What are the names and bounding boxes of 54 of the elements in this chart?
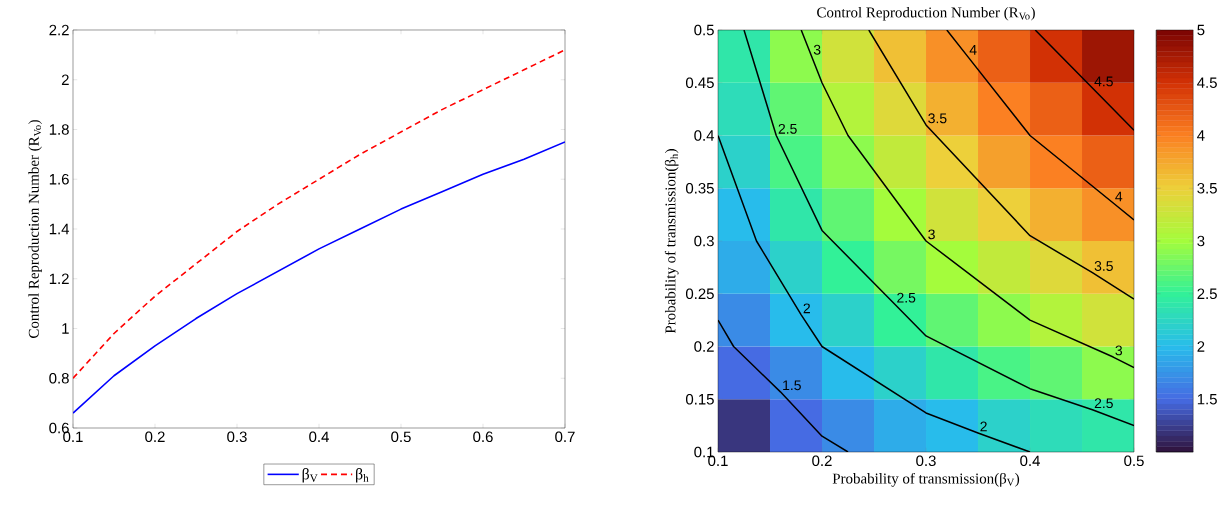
y-tick-label: 1.2: [49, 273, 69, 284]
annotation: 3.5: [928, 113, 947, 124]
y-tick-label: 0.45: [685, 77, 714, 89]
annotation: 2.5: [778, 123, 797, 134]
annotation: 3: [928, 229, 935, 240]
x-tick-label: 0.4: [309, 431, 329, 443]
annotation: 4.5: [1094, 76, 1113, 87]
color-bar-label: 2: [1197, 341, 1205, 352]
x-tick-label: 0.3: [916, 455, 936, 467]
annotation: 3.5: [1094, 261, 1113, 271]
x-tick-label: 0.4: [1020, 455, 1040, 467]
annotation: 2: [803, 303, 810, 314]
color-bar-label: 4: [1197, 130, 1205, 141]
y-axis-title: Control Reproduction Number (R$_{Vo}$): [28, 120, 42, 338]
y-tick-label: 0.35: [685, 182, 714, 194]
x-tick-label: 0.2: [812, 455, 832, 467]
color-bar-label: 3.5: [1197, 182, 1217, 194]
x-tick-label: 0.5: [1124, 455, 1144, 467]
color-bar-label: 1.5: [1197, 394, 1217, 405]
y-axis-title: Probability of transmission(β$_{h}$): [664, 149, 679, 334]
y-tick-label: 0.2: [694, 341, 714, 352]
y-tick-label: 2: [61, 74, 69, 85]
annotation: 2.5: [897, 292, 916, 303]
x-tick-label: 0.3: [227, 431, 247, 443]
y-tick-label: 0.15: [685, 393, 714, 405]
y-tick-label: 1.4: [49, 223, 70, 235]
y-tick-label: 0.5: [694, 24, 714, 36]
y-tick-label: 1.6: [49, 173, 69, 185]
annotation: 4: [969, 45, 977, 55]
x-tick-label: 0.5: [391, 431, 411, 443]
annotation: 2.5: [1094, 398, 1113, 409]
chart-title: Control Reproduction Number (R$_{Vo}$): [817, 6, 1035, 21]
x-tick-label: 0.7: [555, 431, 575, 443]
y-tick-label: 1: [62, 323, 69, 334]
annotation: 2: [980, 421, 987, 432]
color-bar-label: 5: [1197, 24, 1205, 36]
y-tick-label: 1.8: [49, 124, 69, 135]
x-tick-label: 0.6: [473, 431, 493, 443]
y-tick-label: 0.25: [685, 288, 714, 300]
x-axis-title: Probability of transmission(β$_{V}$): [832, 472, 1020, 487]
color-bar-label: 4.5: [1197, 77, 1217, 88]
annotation: 1.5: [783, 380, 801, 391]
y-tick-label: 0.4: [694, 130, 715, 141]
annotation: 3: [1115, 345, 1123, 356]
legend-label: β$_{V}$: [302, 468, 318, 483]
annotation: 4: [1115, 191, 1123, 202]
color-bar-label: 2.5: [1197, 288, 1217, 300]
annotation: 3: [813, 44, 821, 55]
x-tick-label: 0.2: [145, 431, 165, 443]
y-tick-label: 0.3: [694, 235, 714, 247]
color-bar-label: 3: [1197, 235, 1205, 247]
y-tick-label: 2.2: [49, 24, 69, 36]
legend-label: β$_{h}$: [356, 468, 369, 483]
y-tick-label: 0.8: [49, 372, 69, 384]
